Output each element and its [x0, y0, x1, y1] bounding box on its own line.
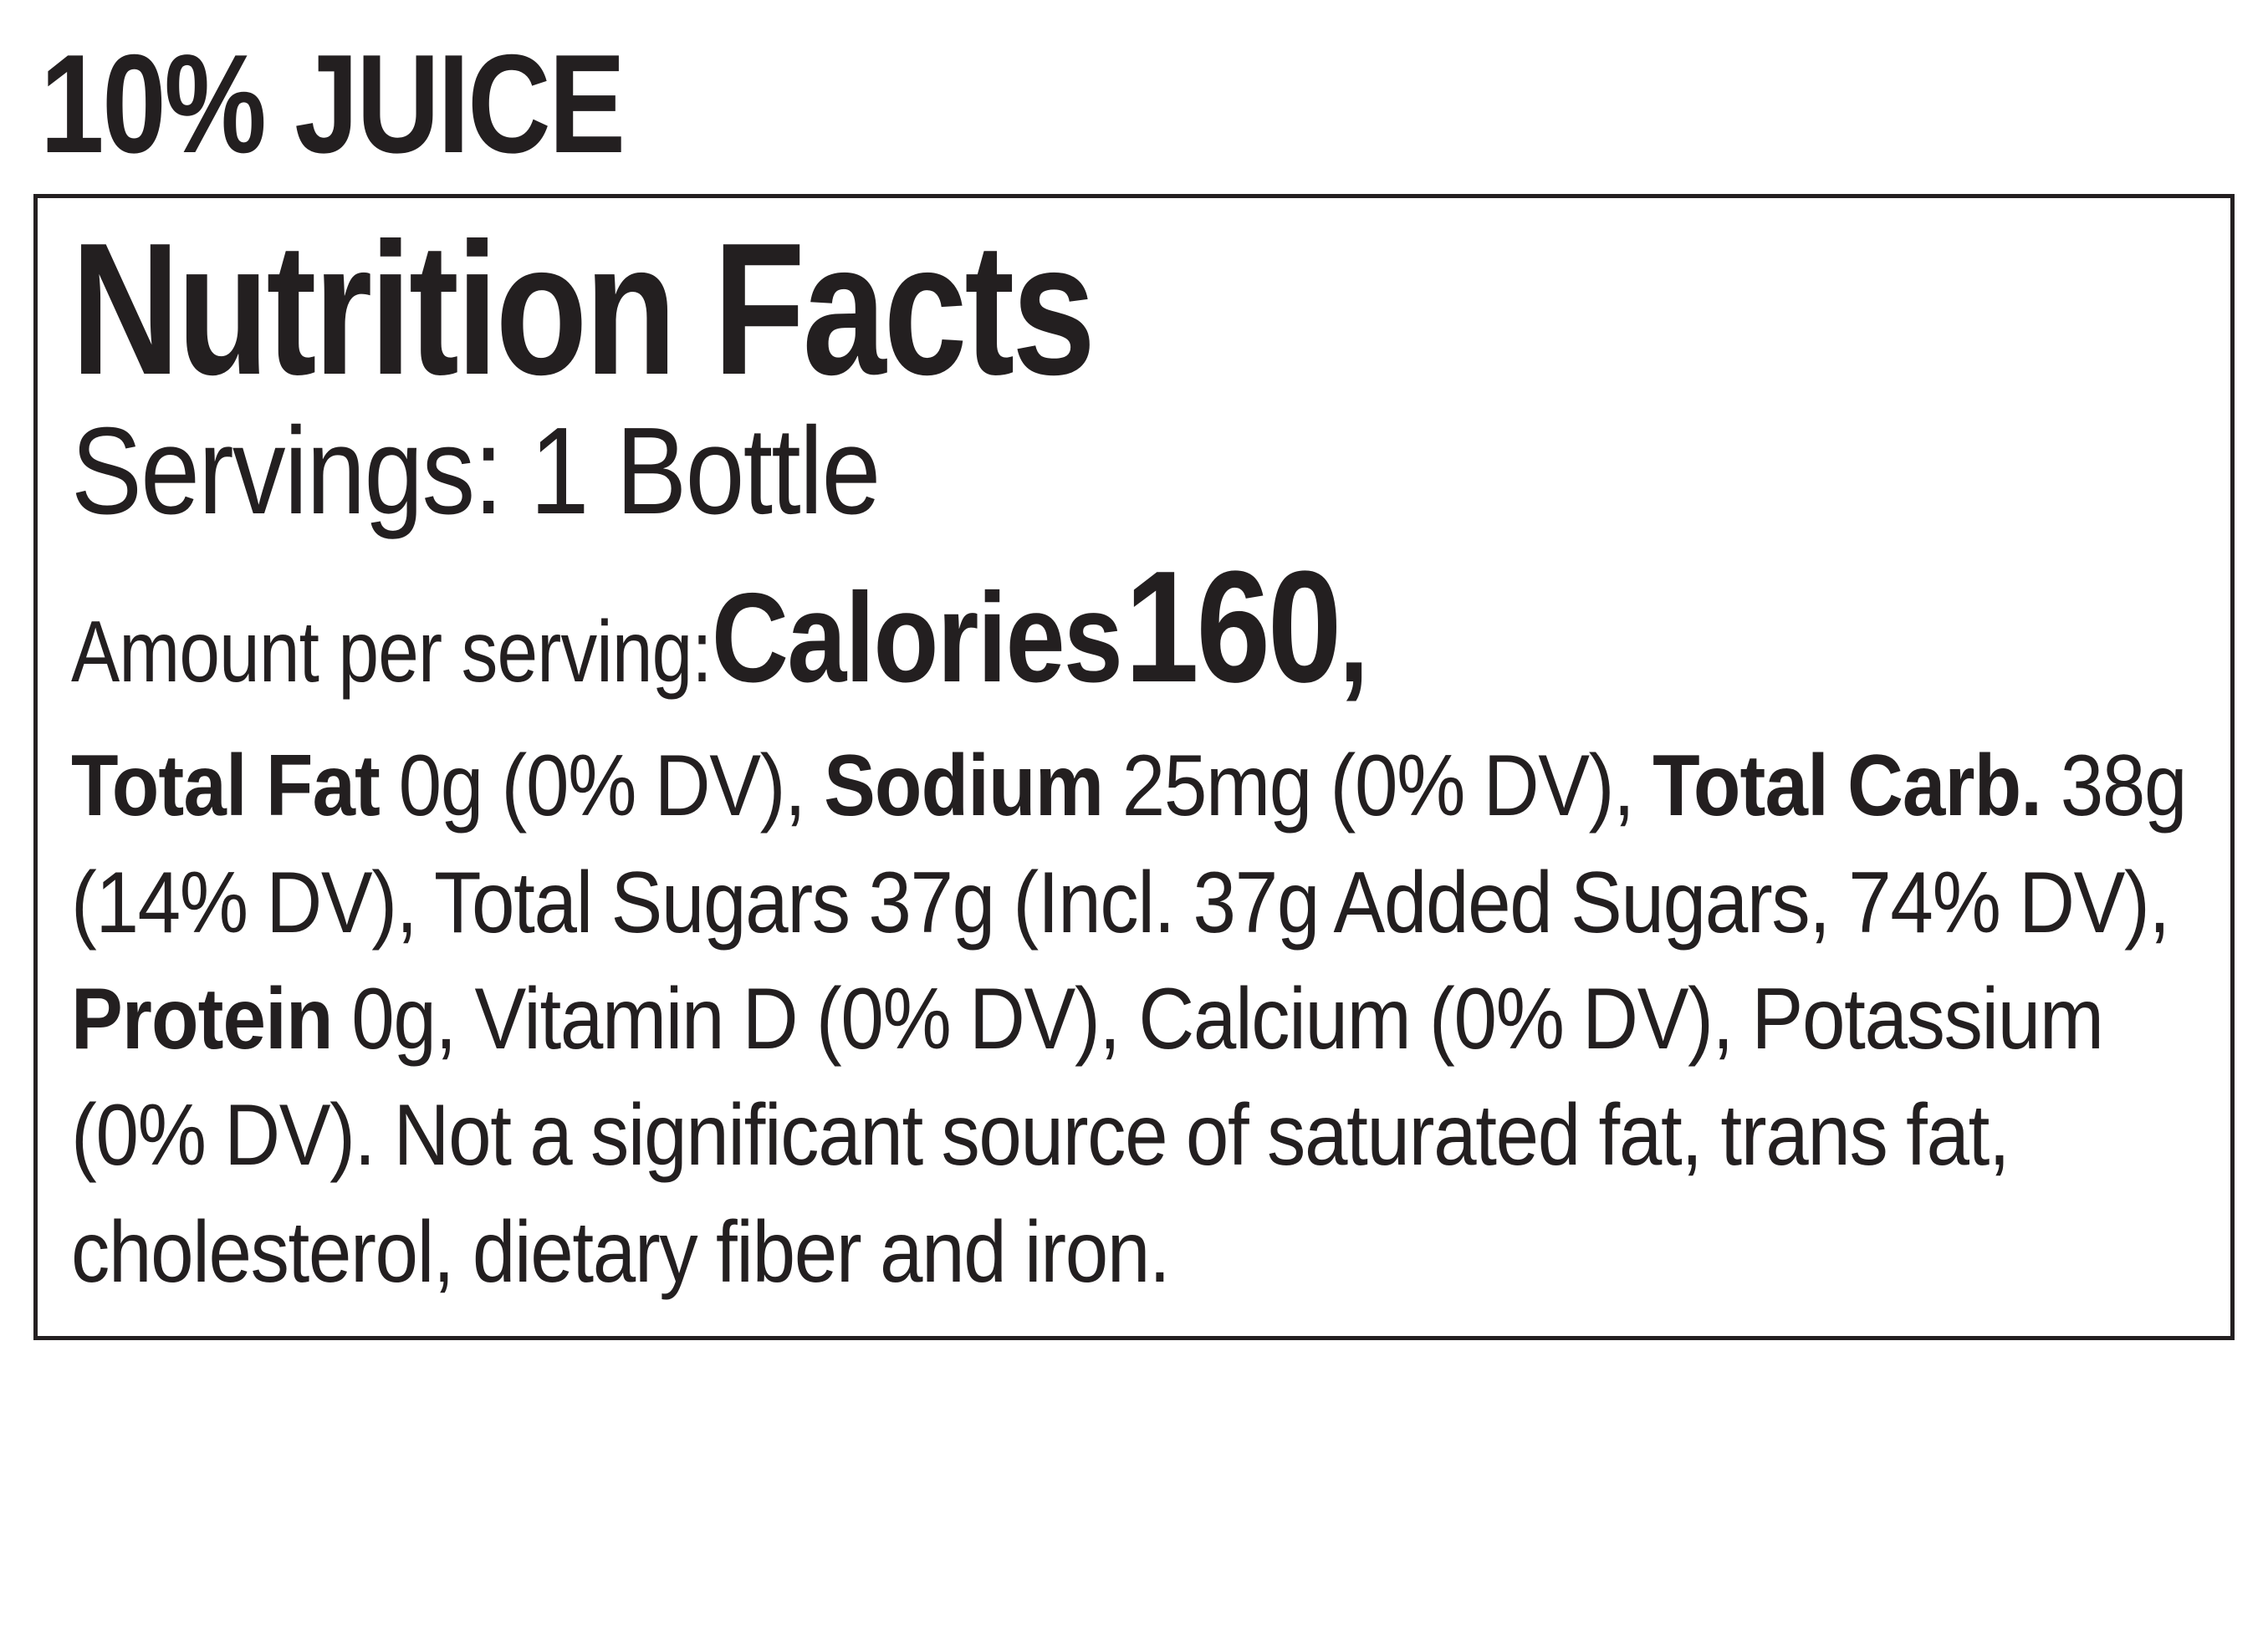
total-fat-value: 0g (0% DV), — [399, 737, 824, 834]
sodium-label: Sodium — [824, 737, 1103, 834]
total-carb-label: Total Carb. — [1652, 737, 2041, 834]
amount-per-serving-label: Amount per serving: — [71, 604, 712, 701]
total-fat-label: Total Fat — [71, 737, 380, 834]
protein-label: Protein — [71, 971, 333, 1068]
calories-comma: , — [1339, 567, 1367, 709]
calories-line: Amount per serving:Calories 160, — [71, 548, 1857, 706]
juice-percent-header: 10% JUICE — [40, 33, 1840, 174]
nutrition-facts-title: Nutrition Facts — [71, 215, 1772, 403]
nutrients-body: Total Fat 0g (0% DV), Sodium 25mg (0% DV… — [71, 728, 2190, 1311]
nutrition-facts-panel: Nutrition Facts Servings: 1 Bottle Amoun… — [33, 194, 2235, 1340]
sodium-value: 25mg (0% DV), — [1122, 737, 1634, 834]
calories-label: Calories — [712, 567, 1121, 709]
servings-line: Servings: 1 Bottle — [71, 406, 1899, 536]
calories-value: 160 — [1125, 538, 1339, 716]
protein-value: 0g, Vitamin D (0% DV), Calcium (0% DV), … — [71, 971, 2103, 1301]
